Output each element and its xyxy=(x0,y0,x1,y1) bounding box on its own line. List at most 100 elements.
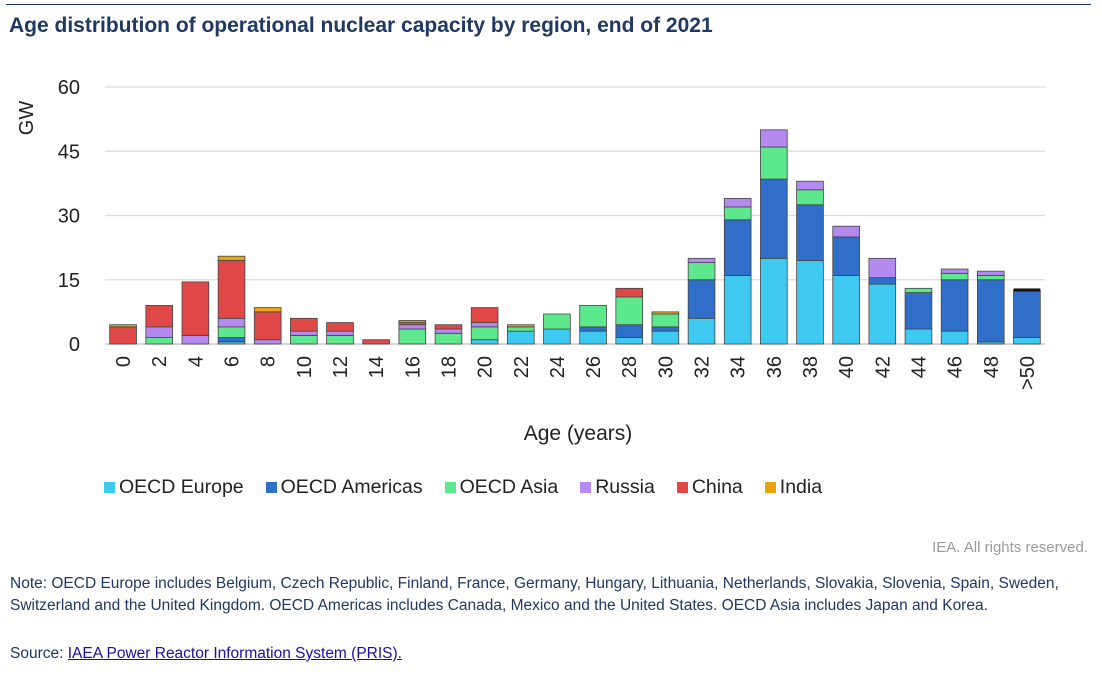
bar-segment xyxy=(579,330,607,345)
bar-segment xyxy=(796,260,824,345)
x-tick-label: 14 xyxy=(366,356,388,378)
bar-segment xyxy=(832,225,860,238)
bar-stack xyxy=(290,317,318,345)
legend-label: OECD Americas xyxy=(280,476,423,498)
x-tick-label: 2 xyxy=(149,356,171,367)
top-rule xyxy=(6,4,1091,5)
legend-swatch xyxy=(580,482,592,493)
bar-segment xyxy=(145,326,174,338)
x-tick-label: 10 xyxy=(294,356,316,378)
bar-segment xyxy=(362,339,390,345)
legend-swatch xyxy=(444,482,456,493)
bar-segment xyxy=(940,330,969,345)
bar-stack xyxy=(253,307,282,345)
bar-segment xyxy=(687,257,716,264)
bar-segment xyxy=(687,279,716,319)
bar-segment xyxy=(651,330,680,345)
bar-segment xyxy=(904,328,933,345)
bar-segment xyxy=(723,206,752,221)
bar-stack xyxy=(1013,288,1041,345)
bar-segment xyxy=(940,268,969,274)
bar-segment xyxy=(940,272,969,281)
bar-segment xyxy=(217,317,246,328)
bar-segment xyxy=(434,328,463,334)
bar-stack xyxy=(832,225,860,345)
bar-segment xyxy=(615,324,644,338)
x-tick-label: 38 xyxy=(800,356,822,378)
legend-label: China xyxy=(691,476,743,498)
bar-segment xyxy=(145,337,174,345)
x-tick-label: 40 xyxy=(836,356,858,378)
y-tick-label: 15 xyxy=(58,270,80,292)
bar-segment xyxy=(217,326,246,338)
x-tick-label: 34 xyxy=(728,356,750,378)
bar-segment xyxy=(796,180,824,191)
bar-stack xyxy=(362,339,390,345)
bar-segment xyxy=(976,270,1005,276)
x-tick-label: 42 xyxy=(872,356,894,378)
bar-segment xyxy=(615,287,644,298)
x-tick-label: 44 xyxy=(908,356,930,378)
bar-segment xyxy=(326,322,354,332)
bar-segment xyxy=(868,257,897,279)
bar-segment xyxy=(760,178,788,259)
bar-stack xyxy=(723,197,752,345)
source-link[interactable]: IAEA Power Reactor Information System (P… xyxy=(67,645,402,662)
bar-segment xyxy=(579,326,607,332)
bar-stack xyxy=(434,324,463,345)
source-label: Source: xyxy=(10,645,68,662)
x-tick-label: 0 xyxy=(113,356,135,367)
y-axis-ticks: 0 15 30 45 60 xyxy=(58,77,80,356)
legend-swatch xyxy=(676,482,688,493)
bar-segment xyxy=(109,324,137,328)
bar-stack xyxy=(760,129,788,345)
legend-swatch xyxy=(764,482,776,493)
x-tick-label: 46 xyxy=(945,356,967,378)
x-tick-label: 12 xyxy=(330,356,352,378)
bar-segment xyxy=(470,307,499,323)
bar-segment xyxy=(615,337,644,345)
y-tick-label: 45 xyxy=(58,141,80,163)
bars xyxy=(109,129,1041,345)
legend-item: India xyxy=(764,476,822,499)
bar-segment xyxy=(904,292,933,330)
bar-stack xyxy=(109,324,137,345)
x-tick-label: 22 xyxy=(511,356,533,378)
bar-segment xyxy=(506,326,535,332)
bar-segment xyxy=(217,255,246,261)
legend-item: OECD Europe xyxy=(104,476,244,499)
bar-segment xyxy=(506,324,535,328)
bar-stack xyxy=(181,281,210,345)
bar-stack xyxy=(579,305,607,345)
bar-stack xyxy=(904,287,933,345)
bar-segment-cap xyxy=(1013,288,1041,292)
bar-stack xyxy=(976,270,1005,345)
y-tick-label: 0 xyxy=(69,334,80,356)
legend-item: China xyxy=(676,476,743,499)
bar-stack xyxy=(615,287,644,345)
x-tick-label: 18 xyxy=(438,356,460,378)
x-tick-label: 32 xyxy=(692,356,714,378)
bar-segment xyxy=(940,279,969,332)
bar-segment xyxy=(904,287,933,294)
bar-segment xyxy=(326,335,354,345)
bar-stack xyxy=(326,322,354,345)
bar-segment xyxy=(217,337,246,343)
bar-segment xyxy=(832,236,860,276)
bar-stack xyxy=(868,257,897,345)
y-tick-label: 30 xyxy=(58,206,80,228)
bar-segment xyxy=(760,146,788,180)
bar-stack xyxy=(470,307,499,345)
bar-segment xyxy=(253,307,282,313)
bar-segment xyxy=(687,317,716,345)
bar-segment xyxy=(217,260,246,319)
bar-segment xyxy=(470,326,499,341)
bar-segment xyxy=(1013,290,1041,338)
bar-segment xyxy=(651,311,680,315)
legend: OECD Europe OECD Americas OECD Asia Russia C… xyxy=(104,476,844,499)
legend-label: OECD Asia xyxy=(459,476,559,498)
x-axis-ticks: 0 2 4 6 8 10 12 14 16 18 20 22 24 26 28 30 32 34 36 38 40 42 4… xyxy=(113,356,1039,390)
bar-segment xyxy=(723,197,752,208)
legend-swatch xyxy=(265,482,277,493)
x-tick-label: 24 xyxy=(547,356,569,378)
